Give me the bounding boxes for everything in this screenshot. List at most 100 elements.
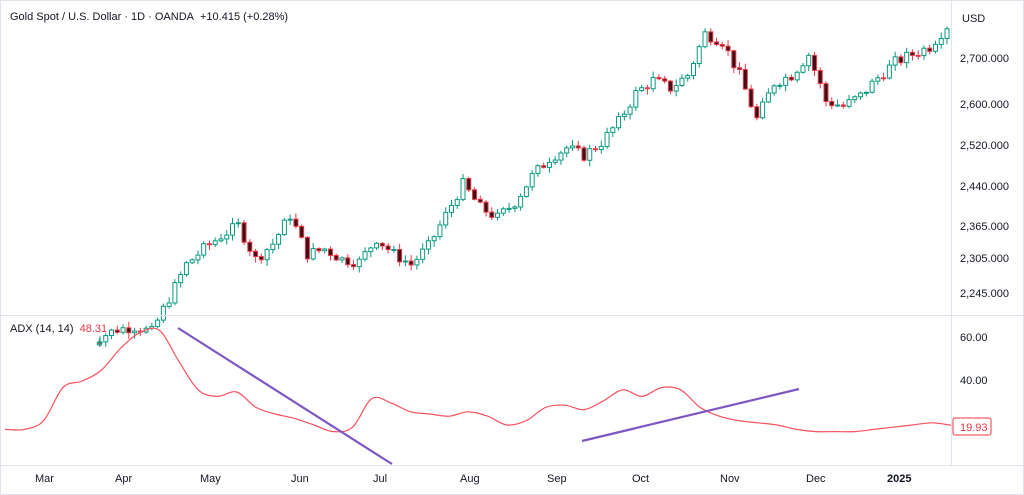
candle-body xyxy=(904,51,910,64)
indicator-legend[interactable]: ADX (14, 14) 48.31 xyxy=(10,323,107,335)
price-change: +10.415 (+0.28%) xyxy=(200,11,289,23)
candle-body xyxy=(166,302,172,307)
candle-body xyxy=(109,329,115,337)
candle-body xyxy=(656,76,662,80)
candle-body xyxy=(869,80,875,93)
candle-body xyxy=(224,234,230,240)
candle-body xyxy=(696,46,702,65)
candle-body xyxy=(132,330,138,334)
candle-body xyxy=(875,77,881,82)
candle-body xyxy=(667,80,673,92)
time-axis[interactable]: Mar Apr May Jun Jul Aug Sep Oct Nov Dec … xyxy=(35,473,911,485)
candle-body xyxy=(235,222,241,225)
candle-body xyxy=(483,201,489,213)
candle-body xyxy=(391,248,397,251)
candle-body xyxy=(627,106,633,115)
candle-body xyxy=(333,254,339,261)
currency-label[interactable]: USD xyxy=(962,13,985,25)
candle-body xyxy=(195,254,201,261)
trendline-down[interactable] xyxy=(177,327,393,465)
price-tick: 2,440.000 xyxy=(960,181,1009,193)
indicator-name[interactable]: ADX (14, 14) xyxy=(10,323,74,335)
candle-body xyxy=(633,90,639,108)
candle-body xyxy=(886,64,892,79)
candle-body xyxy=(362,251,368,260)
candle-body xyxy=(506,207,512,210)
candle-body xyxy=(806,54,812,67)
price-tick: 2,520.000 xyxy=(960,140,1009,152)
symbol-title[interactable]: Gold Spot / U.S. Dollar · 1D · OANDA xyxy=(10,11,194,23)
candle-body xyxy=(679,77,685,87)
candle-body xyxy=(644,87,650,90)
candle-body xyxy=(725,45,731,52)
candle-body xyxy=(97,341,103,344)
candle-body xyxy=(103,335,109,343)
time-label: Apr xyxy=(115,473,132,485)
adx-line xyxy=(4,327,952,433)
candle-body xyxy=(172,282,178,304)
time-label: May xyxy=(200,473,221,485)
price-pane[interactable] xyxy=(96,26,950,347)
candle-body xyxy=(541,165,547,168)
adx-tick: 60.00 xyxy=(960,332,988,344)
candle-body xyxy=(783,76,789,86)
candle-body xyxy=(495,212,501,218)
adx-pane[interactable] xyxy=(4,327,952,465)
candle-body xyxy=(765,92,771,103)
candle-body xyxy=(702,31,708,48)
candle-body xyxy=(621,113,627,118)
candle-body xyxy=(852,96,858,101)
time-label: Nov xyxy=(720,473,740,485)
symbol-legend[interactable]: Gold Spot / U.S. Dollar · 1D · OANDA +10.… xyxy=(10,11,288,23)
time-label: Sep xyxy=(547,473,567,485)
candle-body xyxy=(460,177,466,201)
candle-body xyxy=(685,75,691,79)
candle-body xyxy=(742,69,748,90)
candle-body xyxy=(662,78,668,82)
candle-body xyxy=(178,274,184,284)
candle-body xyxy=(546,161,552,168)
price-tick: 2,305.000 xyxy=(960,253,1009,265)
candle-body xyxy=(402,260,408,263)
candle-body xyxy=(206,243,212,246)
candle-body xyxy=(316,248,322,252)
candle-body xyxy=(212,240,218,246)
price-tick: 2,700.000 xyxy=(960,53,1009,65)
time-label: Aug xyxy=(460,473,480,485)
candle-body xyxy=(558,152,564,161)
candle-body xyxy=(714,41,720,46)
candle-body xyxy=(120,327,126,333)
candle-body xyxy=(892,56,898,66)
candle-body xyxy=(397,248,403,263)
candle-body xyxy=(264,249,270,261)
adx-last-value-badge xyxy=(952,417,992,436)
candle-body xyxy=(183,262,189,276)
candle-body xyxy=(512,206,518,209)
candle-body xyxy=(616,116,622,129)
price-axis[interactable]: USD 2,700.000 2,600.000 2,520.000 2,440.… xyxy=(960,13,1009,300)
candle-body xyxy=(800,65,806,73)
candle-body xyxy=(593,148,599,151)
candle-body xyxy=(944,28,950,39)
candle-body xyxy=(356,258,362,268)
candle-body xyxy=(921,47,927,57)
candle-body xyxy=(535,165,541,175)
time-label: Oct xyxy=(632,473,649,485)
candle-body xyxy=(881,77,887,80)
candle-body xyxy=(811,54,817,71)
candle-body xyxy=(915,54,921,57)
trendline-up[interactable] xyxy=(581,387,800,443)
time-label: Mar xyxy=(35,473,54,485)
candle-body xyxy=(189,259,195,264)
candle-body xyxy=(817,69,823,85)
candle-body xyxy=(639,87,645,92)
time-label: Jun xyxy=(291,473,309,485)
candle-body xyxy=(604,131,610,147)
candle-body xyxy=(287,218,293,221)
candle-body xyxy=(754,106,760,119)
candle-body xyxy=(500,208,506,214)
adx-axis[interactable]: 60.00 40.00 19.93 xyxy=(952,332,992,436)
candle-body xyxy=(230,223,236,236)
